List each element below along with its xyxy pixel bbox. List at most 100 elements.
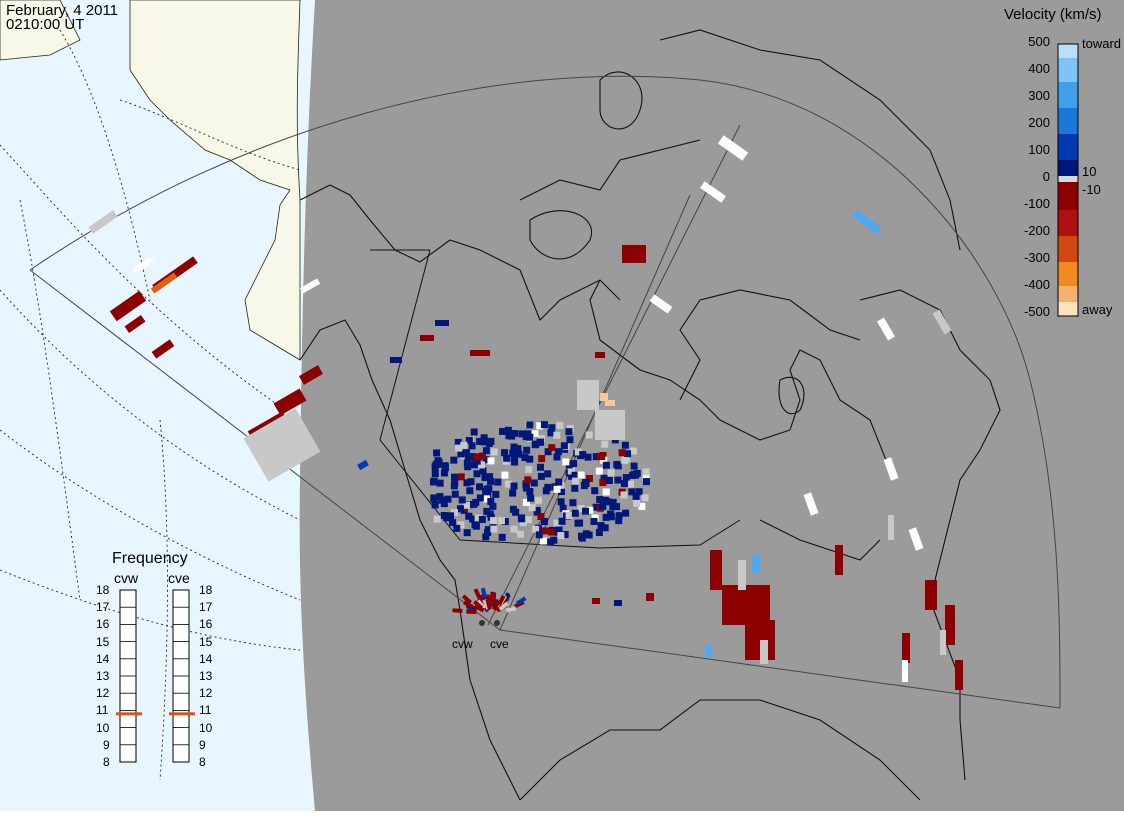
velocity-cell (469, 515, 477, 523)
velocity-cell (613, 503, 621, 511)
velocity-cell (522, 498, 530, 506)
velocity-cell (503, 454, 511, 462)
velocity-cell (498, 601, 509, 611)
velocity-cell (531, 430, 539, 438)
velocity-cell (614, 476, 622, 484)
velocity-cell (525, 516, 533, 524)
velocity-cell (641, 494, 649, 502)
velocity-cell (537, 435, 545, 443)
freq-label-left: 17 (96, 600, 110, 615)
velocity-cell (478, 461, 486, 469)
freq-label-right: 16 (199, 617, 213, 632)
velocity-cell (537, 438, 545, 446)
velocity-cell (642, 473, 650, 481)
velocity-cell (560, 442, 568, 450)
velocity-cell (514, 445, 522, 453)
velocity-cell (710, 550, 722, 590)
velocity-cell (602, 488, 610, 496)
velocity-cell (536, 463, 544, 471)
velocity-cell (601, 440, 609, 448)
velocity-cell (462, 600, 474, 609)
velocity-cell (585, 475, 593, 483)
velocity-cell (541, 527, 549, 535)
velocity-cell (553, 453, 561, 461)
velocity-cell (590, 517, 598, 525)
freq-label-left: 12 (96, 686, 110, 701)
velocity-cell (540, 517, 548, 525)
velocity-cell (438, 496, 446, 504)
velocity-cell (738, 560, 746, 590)
velocity-cell (492, 599, 500, 611)
legend-tick: -200 (1023, 223, 1050, 238)
graticule (0, 29, 301, 781)
velocity-cell (618, 449, 626, 457)
velocity-cell (431, 501, 439, 509)
velocity-cell (908, 527, 924, 551)
velocity-cell (705, 645, 712, 657)
velocity-cell (458, 496, 466, 504)
time-label: 0210:00 UT (6, 16, 85, 33)
velocity-cell (555, 448, 563, 456)
freq-label-right: 14 (199, 651, 213, 666)
velocity-cell (596, 452, 604, 460)
velocity-cell (888, 515, 894, 540)
velocity-cell (528, 504, 536, 512)
velocity-cell (615, 512, 623, 520)
legend-tick: 200 (1028, 115, 1050, 130)
velocity-cell (569, 499, 577, 507)
velocity-cells (88, 135, 963, 690)
velocity-cell (467, 478, 475, 486)
freq-label-right: 15 (199, 634, 213, 649)
velocity-cell (602, 513, 610, 521)
velocity-cell (465, 436, 473, 444)
velocity-cell (620, 491, 628, 499)
velocity-cell (473, 457, 481, 465)
velocity-cell (436, 479, 444, 487)
velocity-cell (485, 485, 493, 493)
velocity-cell (835, 545, 843, 575)
velocity-cell (516, 530, 524, 538)
velocity-cell (490, 517, 498, 525)
velocity-cell (642, 478, 650, 486)
legend-tick-10: 10 (1082, 164, 1097, 179)
velocity-cell (582, 507, 590, 515)
velocity-cell (273, 388, 307, 416)
legend-tick: 300 (1028, 88, 1050, 103)
velocity-cell (553, 431, 561, 439)
velocity-cell (600, 474, 608, 482)
freq-label-right: 9 (199, 737, 206, 752)
velocity-cell (501, 471, 509, 479)
velocity-cell (519, 519, 527, 527)
velocity-cell (803, 492, 819, 516)
velocity-cell (945, 605, 955, 645)
velocity-cell (607, 469, 615, 477)
velocity-cell (592, 503, 600, 511)
velocity-cell (509, 505, 517, 513)
velocity-cell (532, 525, 540, 533)
velocity-cell (476, 483, 484, 491)
velocity-cell (571, 509, 579, 517)
velocity-cell (435, 320, 449, 326)
velocity-cell (599, 479, 607, 487)
velocity-cell (151, 339, 175, 359)
velocity-cell (557, 498, 565, 506)
velocity-cell (628, 488, 636, 496)
velocity-cell (565, 428, 573, 436)
velocity-cell (577, 505, 585, 513)
velocity-cell (457, 521, 465, 529)
velocity-cell (482, 456, 490, 464)
velocity-cell (450, 456, 458, 464)
velocity-cell (487, 477, 495, 485)
velocity-cell (451, 473, 459, 481)
velocity-cell (440, 512, 448, 520)
velocity-cell (621, 457, 629, 465)
velocity-cell (601, 524, 609, 532)
freq-label-right: 10 (199, 720, 213, 735)
velocity-cell (902, 633, 910, 663)
velocity-cell (515, 450, 523, 458)
velocity-cell (524, 476, 532, 484)
date-label: February, 4 2011 (6, 2, 119, 19)
velocity-cell (430, 477, 438, 485)
velocity-cell (534, 496, 542, 504)
